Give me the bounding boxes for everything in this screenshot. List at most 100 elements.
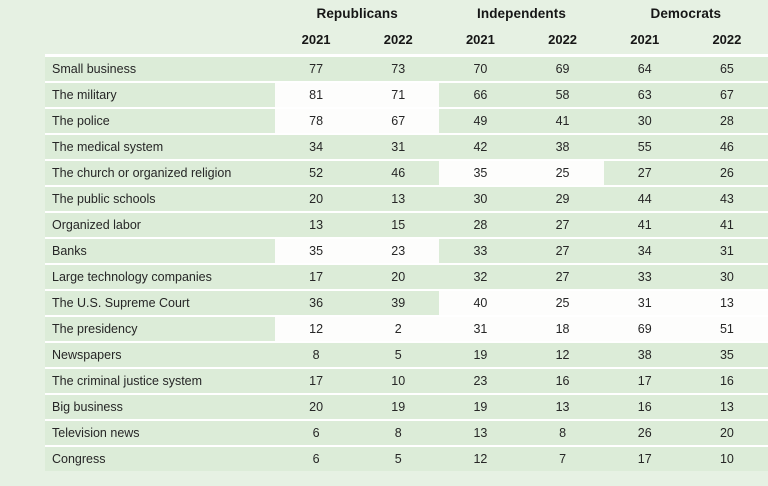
value-cell: 26: [685, 161, 768, 185]
year-header: 2021: [301, 32, 331, 47]
value-cell: 49: [439, 109, 522, 133]
value-cell: 31: [439, 317, 522, 341]
value-cell: 36: [275, 291, 358, 315]
value-cell: 30: [603, 109, 686, 133]
value-cell: 52: [275, 161, 358, 185]
row-label: The military: [45, 83, 275, 107]
value-cell: 2: [357, 317, 440, 341]
value-cell: 30: [439, 187, 522, 211]
value-cell: 41: [685, 213, 768, 237]
value-cell: 42: [439, 135, 522, 159]
value-cell: 34: [275, 135, 358, 159]
value-cell: 19: [357, 395, 440, 419]
value-cell: 77: [275, 57, 358, 81]
value-cell: 41: [603, 213, 686, 237]
row-label: The medical system: [45, 135, 275, 159]
value-cell: 7: [521, 447, 604, 471]
value-cell: 66: [439, 83, 522, 107]
value-cell: 27: [521, 265, 604, 289]
table-body: Small business 77 73 70 69 64 65 The military 81…: [45, 54, 768, 471]
value-cell: 17: [603, 447, 686, 471]
value-cell: 27: [521, 213, 604, 237]
value-cell: 34: [603, 239, 686, 263]
value-cell: 20: [685, 421, 768, 445]
row-label: Large technology companies: [45, 265, 275, 289]
row-label: The U.S. Supreme Court: [45, 291, 275, 315]
value-cell: 55: [603, 135, 686, 159]
value-cell: 35: [685, 343, 768, 367]
value-cell: 28: [439, 213, 522, 237]
value-cell: 5: [357, 343, 440, 367]
year-header: 2022: [712, 32, 742, 47]
row-label: Television news: [45, 421, 275, 445]
value-cell: 17: [275, 265, 358, 289]
value-cell: 32: [439, 265, 522, 289]
value-cell: 81: [275, 83, 358, 107]
value-cell: 23: [439, 369, 522, 393]
value-cell: 10: [357, 369, 440, 393]
party-group-header-row: Republicans Independents Democrats: [45, 0, 768, 22]
value-cell: 12: [439, 447, 522, 471]
group-header-republicans: Republicans: [316, 5, 398, 21]
value-cell: 20: [275, 187, 358, 211]
value-cell: 71: [357, 83, 440, 107]
row-label: The police: [45, 109, 275, 133]
value-cell: 16: [521, 369, 604, 393]
value-cell: 8: [357, 421, 440, 445]
value-cell: 67: [357, 109, 440, 133]
value-cell: 43: [685, 187, 768, 211]
value-cell: 69: [521, 57, 604, 81]
value-cell: 25: [521, 161, 604, 185]
value-cell: 13: [357, 187, 440, 211]
value-cell: 13: [685, 395, 768, 419]
value-cell: 46: [685, 135, 768, 159]
value-cell: 13: [521, 395, 604, 419]
value-cell: 65: [685, 57, 768, 81]
value-cell: 26: [603, 421, 686, 445]
value-cell: 13: [685, 291, 768, 315]
value-cell: 67: [685, 83, 768, 107]
year-header: 2021: [630, 32, 660, 47]
value-cell: 5: [357, 447, 440, 471]
value-cell: 78: [275, 109, 358, 133]
value-cell: 38: [603, 343, 686, 367]
year-header: 2022: [548, 32, 578, 47]
value-cell: 27: [603, 161, 686, 185]
value-cell: 51: [685, 317, 768, 341]
value-cell: 35: [275, 239, 358, 263]
value-cell: 63: [603, 83, 686, 107]
value-cell: 39: [357, 291, 440, 315]
value-cell: 20: [357, 265, 440, 289]
value-cell: 18: [521, 317, 604, 341]
value-cell: 69: [603, 317, 686, 341]
value-cell: 8: [521, 421, 604, 445]
value-cell: 10: [685, 447, 768, 471]
value-cell: 23: [357, 239, 440, 263]
year-header: 2022: [383, 32, 413, 47]
confidence-table: Republicans Independents Democrats 2021 …: [45, 0, 768, 471]
value-cell: 16: [603, 395, 686, 419]
value-cell: 19: [439, 343, 522, 367]
value-cell: 25: [521, 291, 604, 315]
value-cell: 6: [275, 447, 358, 471]
value-cell: 30: [685, 265, 768, 289]
row-label: Newspapers: [45, 343, 275, 367]
value-cell: 13: [439, 421, 522, 445]
value-cell: 40: [439, 291, 522, 315]
value-cell: 41: [521, 109, 604, 133]
row-label: The criminal justice system: [45, 369, 275, 393]
value-cell: 12: [521, 343, 604, 367]
value-cell: 8: [275, 343, 358, 367]
row-label: The public schools: [45, 187, 275, 211]
value-cell: 27: [521, 239, 604, 263]
row-label: Small business: [45, 57, 275, 81]
value-cell: 58: [521, 83, 604, 107]
value-cell: 19: [439, 395, 522, 419]
group-header-democrats: Democrats: [650, 5, 722, 21]
value-cell: 33: [439, 239, 522, 263]
value-cell: 13: [275, 213, 358, 237]
value-cell: 31: [603, 291, 686, 315]
value-cell: 20: [275, 395, 358, 419]
value-cell: 28: [685, 109, 768, 133]
